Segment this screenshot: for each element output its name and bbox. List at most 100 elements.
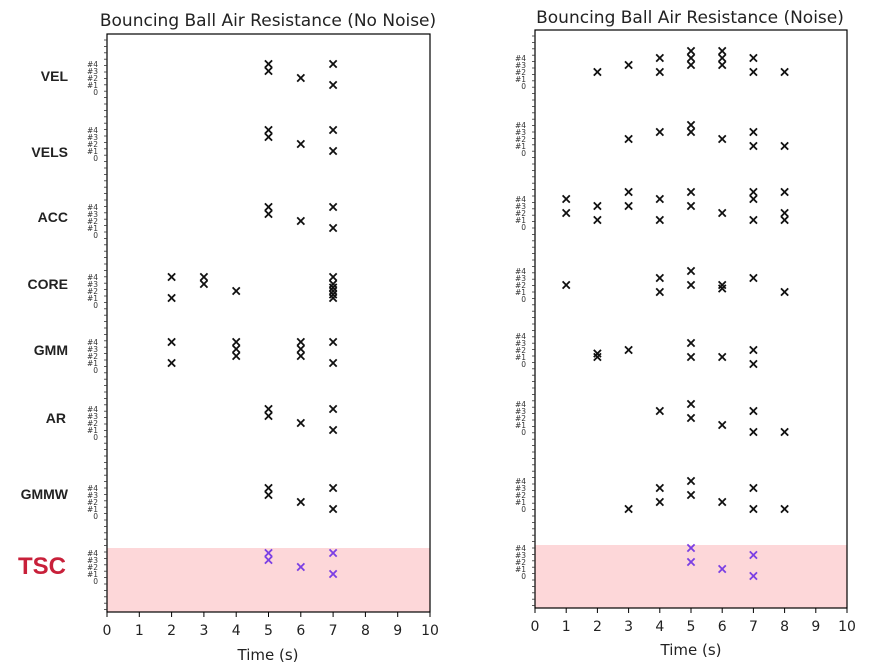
left-x-axis-label: Time (s): [237, 646, 299, 664]
left-marker-gmmw: [328, 483, 338, 493]
right-x-tick-label: 4: [655, 619, 664, 635]
left-marker-core: [167, 293, 176, 303]
right-row-y-tick-label: #4: [515, 267, 526, 276]
left-marker-acc: [328, 202, 338, 212]
right-marker-core: [780, 287, 789, 297]
left-row-y-tick-label: #1: [87, 294, 98, 303]
right-row-y-tick-label: #3: [515, 61, 526, 70]
left-marker-core: [199, 272, 209, 282]
right-marker-core: [655, 273, 665, 283]
left-row-y-tick-label: #1: [87, 224, 98, 233]
right-marker-gmmw: [624, 504, 633, 514]
right-x-tick-label: 0: [531, 619, 540, 635]
right-x-tick-label: 8: [780, 619, 789, 635]
right-marker-vel: [780, 67, 789, 77]
left-row-y-tick-label: #1: [87, 505, 98, 514]
right-marker-acc: [655, 215, 665, 225]
right-marker-gmmw: [655, 497, 665, 507]
left-row-y-tick-label: #3: [87, 556, 98, 565]
left-x-tick-label: 5: [264, 623, 273, 639]
right-marker-gmmw: [655, 483, 665, 493]
right-marker-gmm: [593, 349, 602, 358]
right-marker-vel: [593, 67, 602, 77]
right-marker-gmmw: [686, 476, 696, 486]
right-row-y-tick-label: #2: [515, 68, 526, 77]
right-plot-frame: [534, 29, 848, 609]
right-marker-acc: [561, 208, 571, 218]
right-x-tick-label: 6: [718, 619, 727, 635]
right-marker-acc: [593, 201, 602, 211]
left-row-y-tick-label: #4: [87, 60, 98, 69]
right-row-y-tick-label: 0: [521, 505, 526, 514]
right-marker-core: [655, 287, 665, 297]
right-marker-vels: [655, 127, 665, 137]
right-marker-vels: [749, 141, 758, 151]
left-row-y-tick-label: #2: [87, 498, 98, 507]
left-x-tick-label: 10: [421, 623, 439, 639]
right-marker-gmmw: [780, 504, 789, 514]
left-x-tick-label: 4: [232, 623, 241, 639]
left-marker-core: [328, 283, 338, 292]
left-marker-vels: [328, 146, 338, 156]
left-marker-core: [328, 290, 338, 299]
left-marker-vel: [328, 80, 338, 90]
left-row-y-tick-label: #3: [87, 133, 98, 142]
right-row-y-tick-label: #2: [515, 558, 526, 567]
right-marker-acc: [655, 194, 665, 204]
row-label-ar: AR: [45, 410, 66, 426]
right-marker-vels: [780, 141, 789, 151]
right-marker-vel: [717, 53, 727, 63]
right-marker-vels: [717, 134, 727, 144]
left-x-tick-label: 2: [167, 623, 176, 639]
right-marker-vels: [686, 127, 696, 137]
right-row-y-tick-label: 0: [521, 360, 526, 369]
right-marker-vels: [624, 134, 633, 144]
left-marker-vels: [264, 132, 273, 142]
left-row-y-tick-label: #1: [87, 147, 98, 156]
left-marker-gmmw: [264, 483, 273, 493]
row-label-vel: VEL: [40, 68, 68, 84]
right-marker-tsc: [717, 564, 727, 574]
left-row-y-tick-label: #1: [87, 426, 98, 435]
right-marker-vels: [686, 120, 696, 130]
left-marker-acc: [296, 216, 306, 226]
left-row-y-tick-label: #1: [87, 359, 98, 368]
left-x-tick-label: 3: [199, 623, 208, 639]
right-marker-gmm: [749, 359, 758, 369]
right-row-y-tick-label: #3: [515, 128, 526, 137]
left-row-y-tick-label: 0: [93, 577, 98, 586]
right-marker-vel: [717, 60, 727, 70]
right-row-y-tick-label: #1: [515, 421, 526, 430]
right-x-axis-label: Time (s): [660, 641, 722, 659]
right-row-y-tick-label: #4: [515, 54, 526, 63]
right-marker-ar: [655, 406, 665, 416]
left-marker-core: [167, 272, 176, 282]
right-row-y-tick-label: #2: [515, 281, 526, 290]
left-tsc-band: [107, 548, 430, 612]
right-row-y-tick-label: #2: [515, 491, 526, 500]
right-row-y-tick-label: #3: [515, 274, 526, 283]
right-x-tick-label: 2: [593, 619, 602, 635]
left-chart-marks: 0 1 2 3 4 5 6 7 8 9 10#4#3#2#10#4#3#2#10#4#3#2#10#…: [87, 39, 439, 639]
left-marker-ar: [264, 404, 273, 414]
right-marker-vel: [717, 46, 727, 56]
left-marker-tsc: [264, 548, 273, 558]
right-row-y-tick-label: #1: [515, 142, 526, 151]
left-plot-frame: [106, 33, 431, 613]
left-marker-gmm: [328, 337, 338, 347]
left-row-y-tick-label: 0: [93, 301, 98, 310]
right-marker-vels: [749, 127, 758, 137]
right-row-y-tick-label: #3: [515, 202, 526, 211]
right-marker-gmm: [593, 352, 602, 362]
right-row-y-tick-label: #1: [515, 565, 526, 574]
right-marker-vel: [655, 53, 665, 63]
left-row-y-tick-label: #3: [87, 491, 98, 500]
left-marker-core: [231, 286, 241, 296]
right-marker-gmmw: [749, 504, 758, 514]
left-marker-gmm: [167, 358, 176, 368]
right-marker-acc: [717, 208, 727, 218]
right-marker-core: [749, 273, 758, 283]
left-marker-acc: [328, 223, 338, 233]
right-marker-ar: [749, 406, 758, 416]
